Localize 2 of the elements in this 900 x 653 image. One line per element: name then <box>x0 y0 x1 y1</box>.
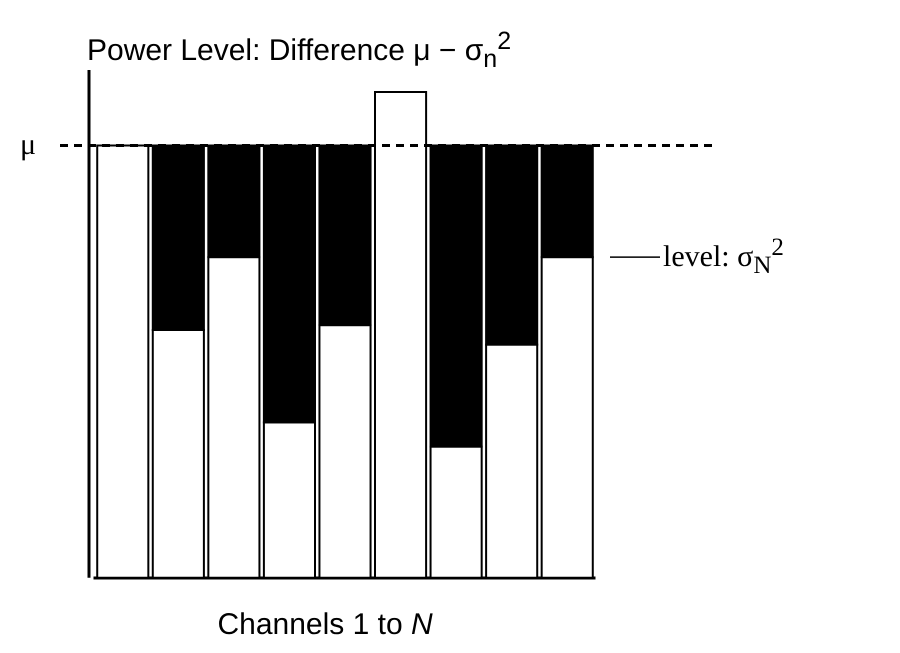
ref-line-label: μ <box>20 128 36 162</box>
x-axis-title: Channels 1 to N <box>218 608 433 642</box>
